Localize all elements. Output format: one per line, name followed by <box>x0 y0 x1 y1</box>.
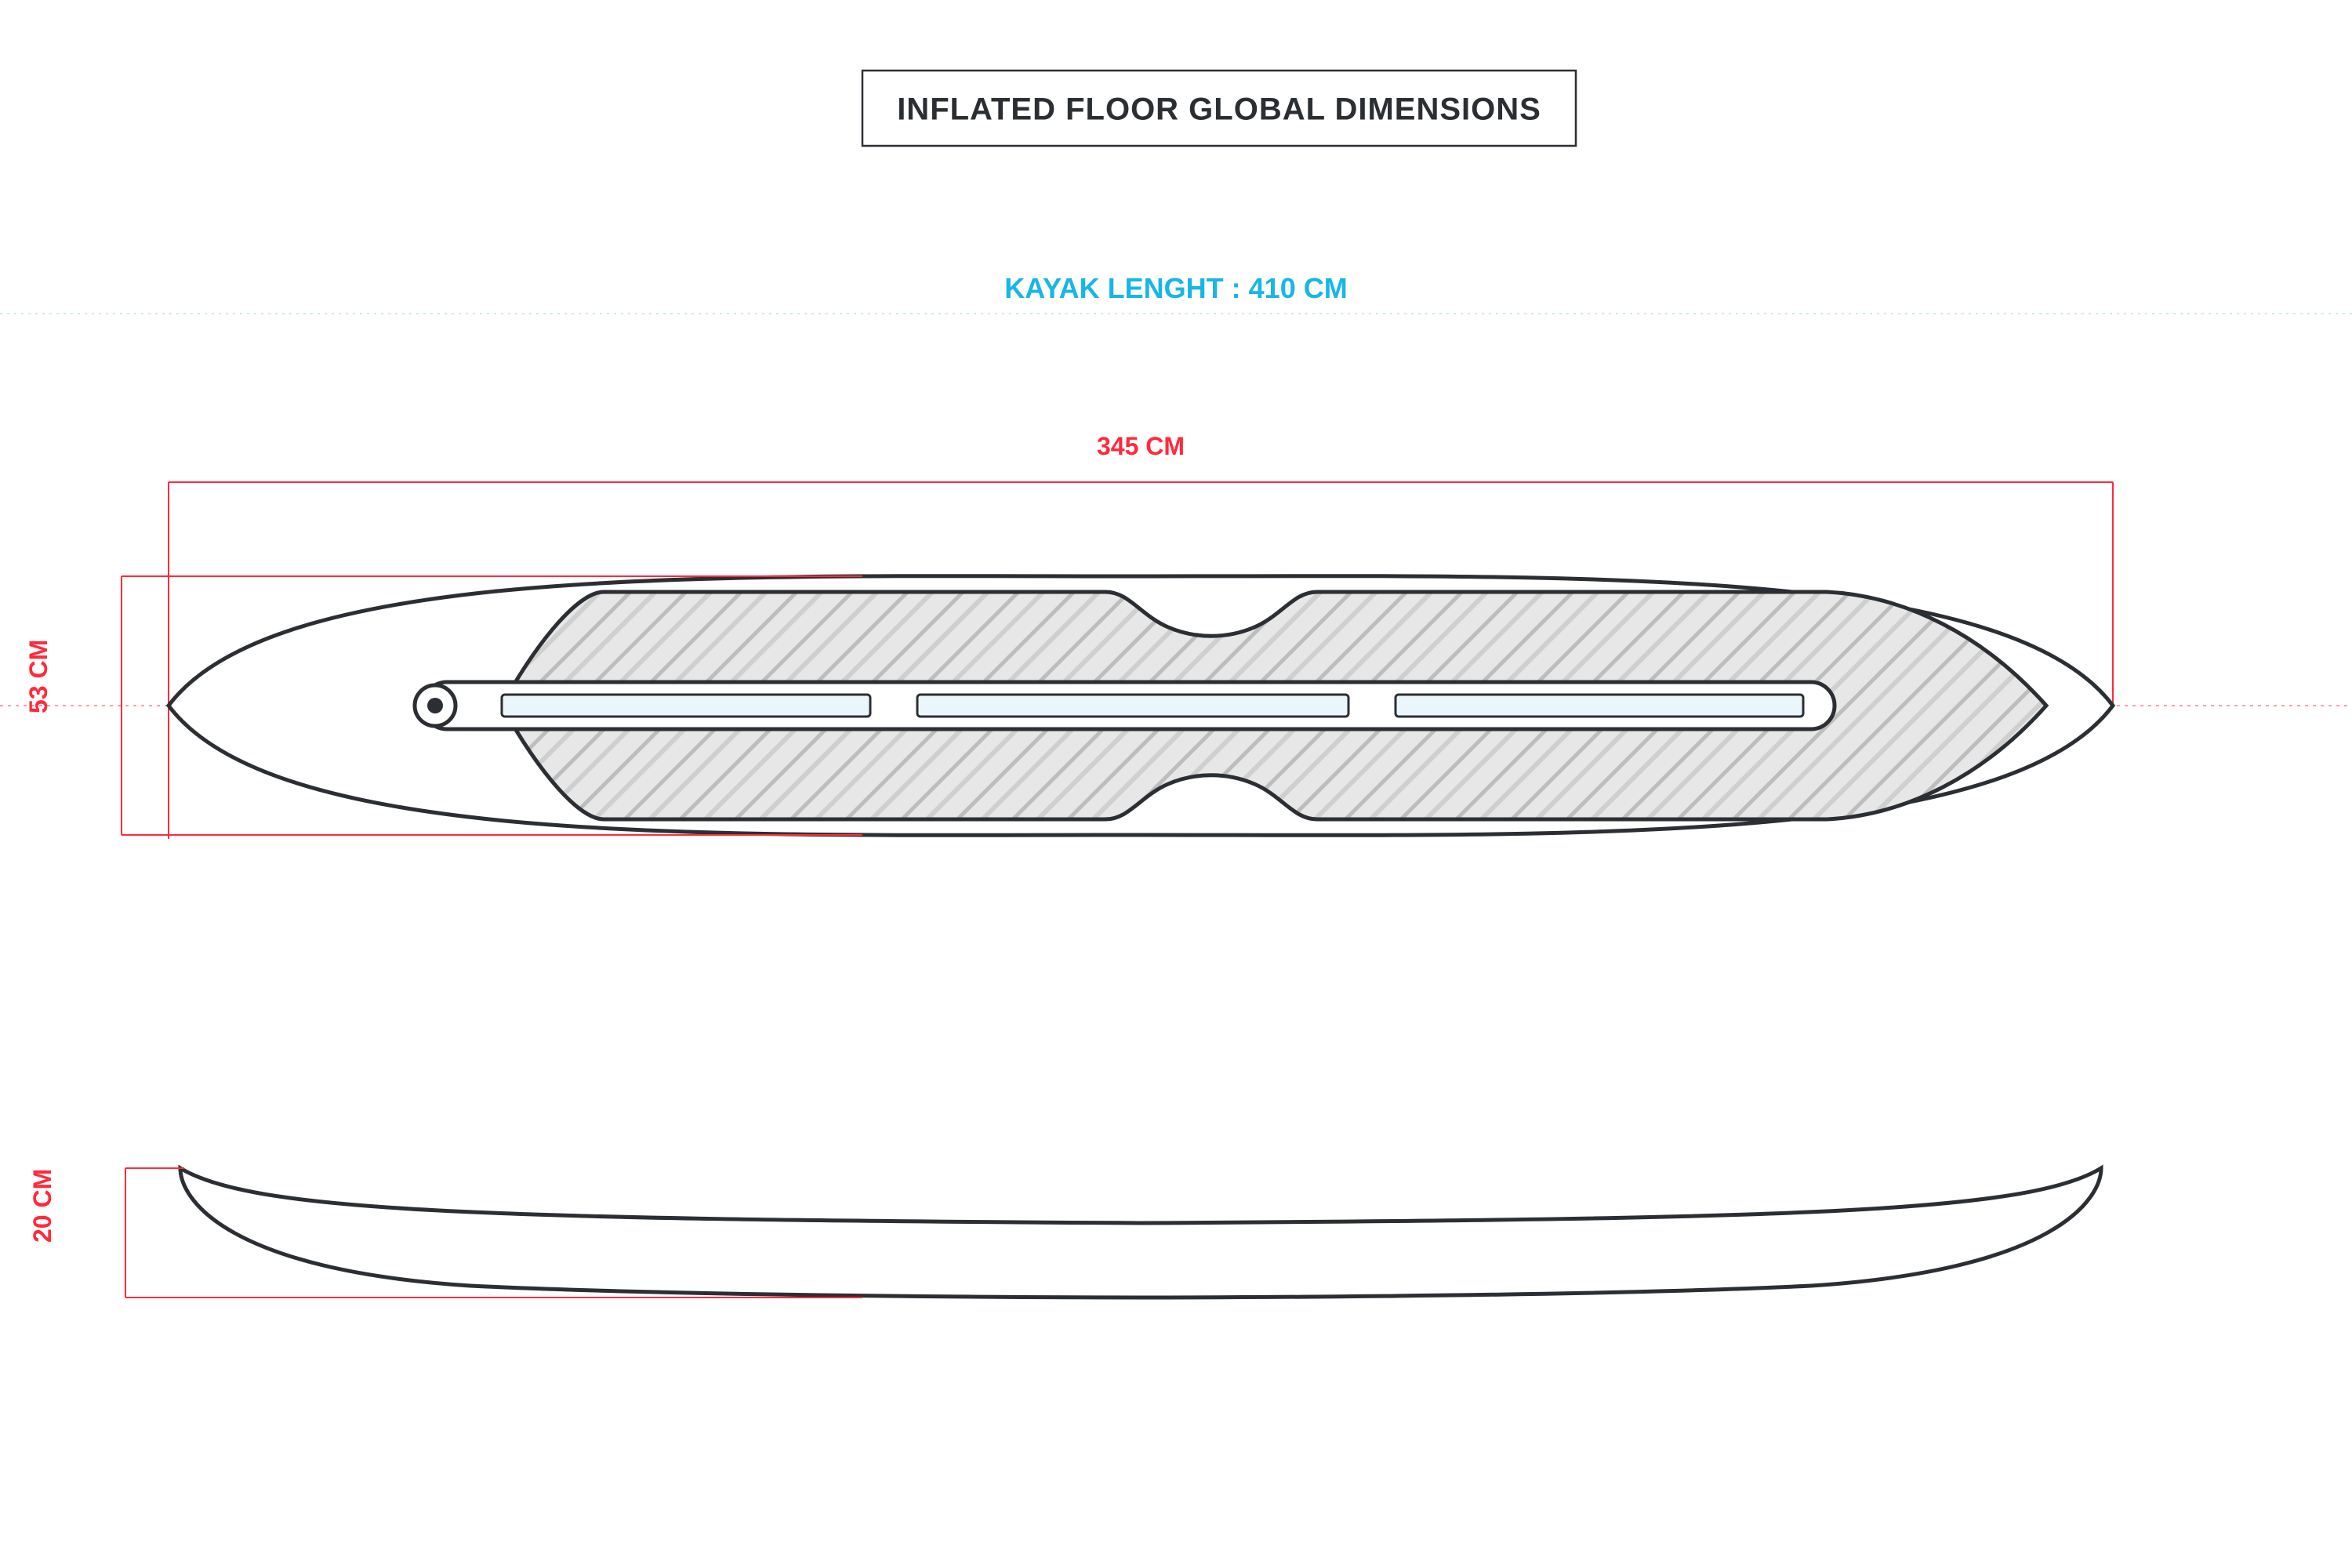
title-box: INFLATED FLOOR GLOBAL DIMENSIONS <box>862 71 1576 146</box>
kayak-length-label: KAYAK LENGHT : 410 CM <box>1004 272 1347 304</box>
top-view: 345 CM 53 CM <box>0 432 2352 839</box>
diagram-svg: INFLATED FLOOR GLOBAL DIMENSIONS KAYAK L… <box>0 0 2352 1568</box>
slot-segment-2 <box>917 695 1348 717</box>
hull-side <box>180 1168 2101 1298</box>
title-text: INFLATED FLOOR GLOBAL DIMENSIONS <box>897 93 1541 127</box>
slot-segment-1 <box>502 695 870 717</box>
dim-length-label: 345 CM <box>1097 432 1185 460</box>
slot-segment-3 <box>1396 695 1803 717</box>
valve <box>415 685 456 726</box>
side-view: 20 CM <box>28 1168 2101 1298</box>
diagram-page: INFLATED FLOOR GLOBAL DIMENSIONS KAYAK L… <box>0 0 2352 1568</box>
dim-height-label: 20 CM <box>28 1169 56 1243</box>
dim-width-label: 53 CM <box>24 640 53 713</box>
